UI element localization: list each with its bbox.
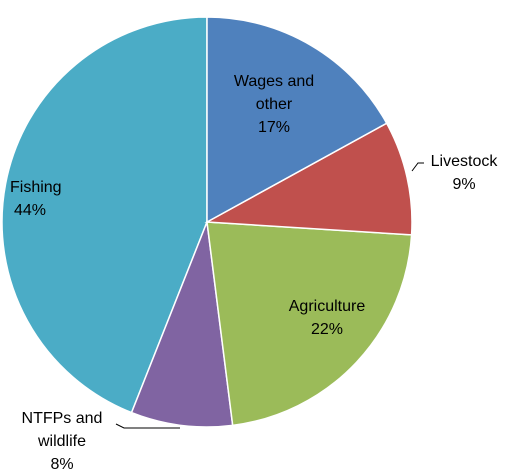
leader-line (411, 162, 424, 172)
chart (1, 16, 424, 429)
category-label: Livestock (430, 153, 498, 170)
pie-slice (206, 221, 413, 427)
pie-slice (206, 16, 388, 224)
leader-line (115, 423, 180, 429)
value-label: 17% (257, 119, 291, 136)
slice-label: Livestock 9% (418, 150, 507, 196)
category-label: NTFPs and wildlife (21, 410, 103, 450)
slice-label: Wages and other 17% (222, 70, 326, 139)
slice-label: Fishing 44% (10, 176, 80, 222)
pie-slice (204, 122, 413, 236)
value-label: 22% (310, 321, 344, 338)
pie-slice (1, 16, 208, 414)
category-label: Fishing (10, 179, 62, 196)
value-label: 8% (50, 456, 74, 473)
pie-slice (130, 221, 234, 428)
slice-label: NTFPs and wildlife 8% (6, 407, 118, 476)
slice-label: Agriculture 22% (262, 295, 392, 341)
value-label: 44% (14, 202, 47, 219)
page: {"chart_data": {"type": "pie", "categori… (1, 16, 507, 473)
value-label: 9% (452, 176, 476, 193)
category-label: Wages and other (233, 73, 315, 113)
category-label: Agriculture (288, 298, 366, 315)
